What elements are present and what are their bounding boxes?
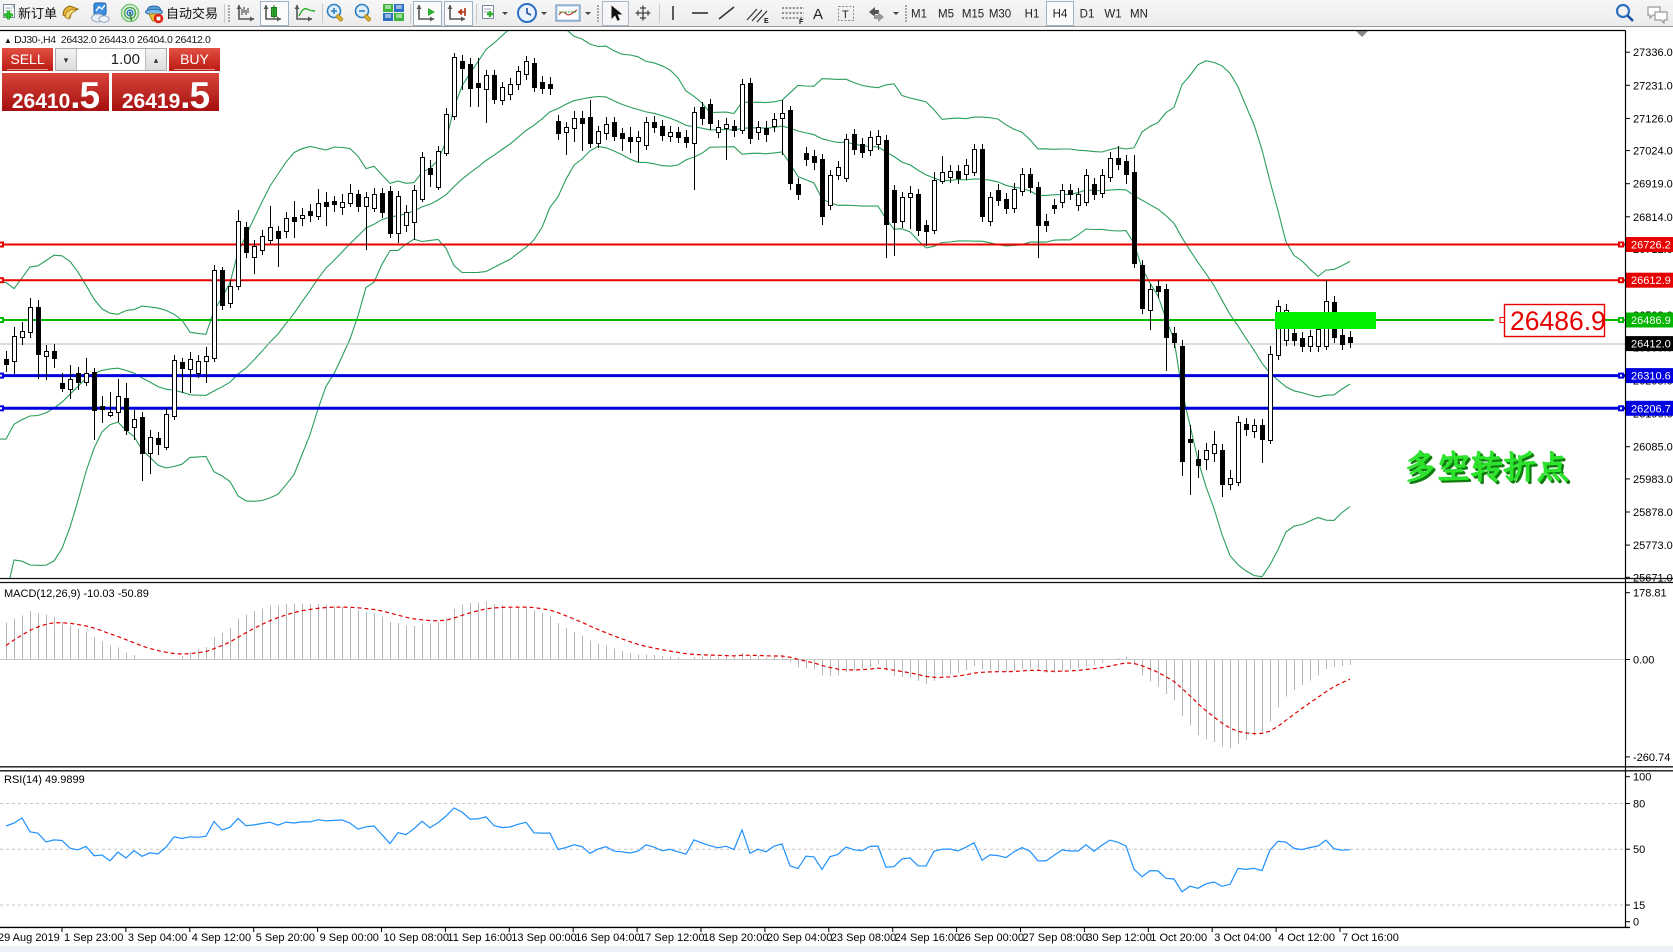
svg-text:E: E — [764, 18, 769, 25]
svg-text:4 Oct 12:00: 4 Oct 12:00 — [1278, 932, 1335, 944]
svg-text:80: 80 — [1633, 799, 1645, 811]
svg-text:27336.0: 27336.0 — [1633, 47, 1673, 59]
svg-text:15: 15 — [1633, 900, 1645, 912]
svg-text:26814.0: 26814.0 — [1633, 212, 1673, 224]
svg-text:W1: W1 — [1104, 9, 1121, 21]
svg-text:26412.0: 26412.0 — [1631, 339, 1671, 351]
svg-text:26206.7: 26206.7 — [1631, 403, 1671, 415]
svg-text:M5: M5 — [938, 9, 954, 21]
svg-text:4 Sep 12:00: 4 Sep 12:00 — [192, 932, 251, 944]
svg-text:0: 0 — [1633, 917, 1639, 929]
svg-text:23 Sep 08:00: 23 Sep 08:00 — [831, 932, 896, 944]
svg-text:RSI(14) 49.9899: RSI(14) 49.9899 — [4, 774, 85, 786]
svg-text:29 Aug 2019: 29 Aug 2019 — [0, 932, 60, 944]
svg-text:H4: H4 — [1053, 9, 1068, 21]
svg-text:17 Sep 12:00: 17 Sep 12:00 — [639, 932, 704, 944]
svg-text:9 Sep 00:00: 9 Sep 00:00 — [320, 932, 379, 944]
svg-text:F: F — [799, 19, 804, 26]
svg-text:26 Sep 00:00: 26 Sep 00:00 — [959, 932, 1024, 944]
svg-text:16 Sep 04:00: 16 Sep 04:00 — [575, 932, 640, 944]
svg-text:27231.0: 27231.0 — [1633, 80, 1673, 92]
svg-text:1 Oct 20:00: 1 Oct 20:00 — [1150, 932, 1207, 944]
svg-text:24 Sep 16:00: 24 Sep 16:00 — [895, 932, 960, 944]
svg-text:26486.9: 26486.9 — [1510, 306, 1606, 336]
svg-text:25773.0: 25773.0 — [1633, 540, 1673, 552]
svg-text:M15: M15 — [962, 9, 984, 21]
svg-text:M1: M1 — [911, 9, 927, 21]
svg-text:26486.9: 26486.9 — [1631, 315, 1671, 327]
svg-text:1 Sep 23:00: 1 Sep 23:00 — [64, 932, 123, 944]
svg-text:26726.2: 26726.2 — [1631, 240, 1671, 252]
svg-text:26919.0: 26919.0 — [1633, 179, 1673, 191]
svg-text:26612.9: 26612.9 — [1631, 275, 1671, 287]
svg-text:-260.74: -260.74 — [1633, 752, 1670, 764]
svg-text:0.00: 0.00 — [1633, 655, 1654, 667]
svg-text:7 Oct 16:00: 7 Oct 16:00 — [1342, 932, 1399, 944]
svg-text:20 Sep 04:00: 20 Sep 04:00 — [767, 932, 832, 944]
svg-text:50: 50 — [1633, 844, 1645, 856]
svg-text:MACD(12,26,9) -10.03 -50.89: MACD(12,26,9) -10.03 -50.89 — [4, 588, 149, 600]
svg-text:D1: D1 — [1080, 9, 1095, 21]
svg-text:178.81: 178.81 — [1633, 588, 1667, 600]
svg-text:M30: M30 — [989, 9, 1011, 21]
svg-text:A: A — [813, 6, 823, 23]
svg-text:27024.0: 27024.0 — [1633, 146, 1673, 158]
svg-text:100: 100 — [1633, 772, 1651, 784]
svg-text:3 Sep 04:00: 3 Sep 04:00 — [128, 932, 187, 944]
svg-text:26310.6: 26310.6 — [1631, 371, 1671, 383]
svg-text:3 Oct 04:00: 3 Oct 04:00 — [1214, 932, 1271, 944]
svg-text:13 Sep 00:00: 13 Sep 00:00 — [511, 932, 576, 944]
svg-text:T: T — [842, 9, 849, 21]
svg-text:5 Sep 20:00: 5 Sep 20:00 — [256, 932, 315, 944]
svg-text:25878.0: 25878.0 — [1633, 507, 1673, 519]
svg-text:27126.0: 27126.0 — [1633, 113, 1673, 125]
svg-text:10 Sep 08:00: 10 Sep 08:00 — [384, 932, 449, 944]
svg-text:MN: MN — [1130, 9, 1148, 21]
svg-text:H1: H1 — [1025, 9, 1040, 21]
svg-text:27 Sep 08:00: 27 Sep 08:00 — [1023, 932, 1088, 944]
svg-text:11 Sep 16:00: 11 Sep 16:00 — [447, 932, 512, 944]
svg-text:25983.0: 25983.0 — [1633, 474, 1673, 486]
svg-text:30 Sep 12:00: 30 Sep 12:00 — [1086, 932, 1151, 944]
svg-text:26085.0: 26085.0 — [1633, 442, 1673, 454]
svg-text:18 Sep 20:00: 18 Sep 20:00 — [703, 932, 768, 944]
